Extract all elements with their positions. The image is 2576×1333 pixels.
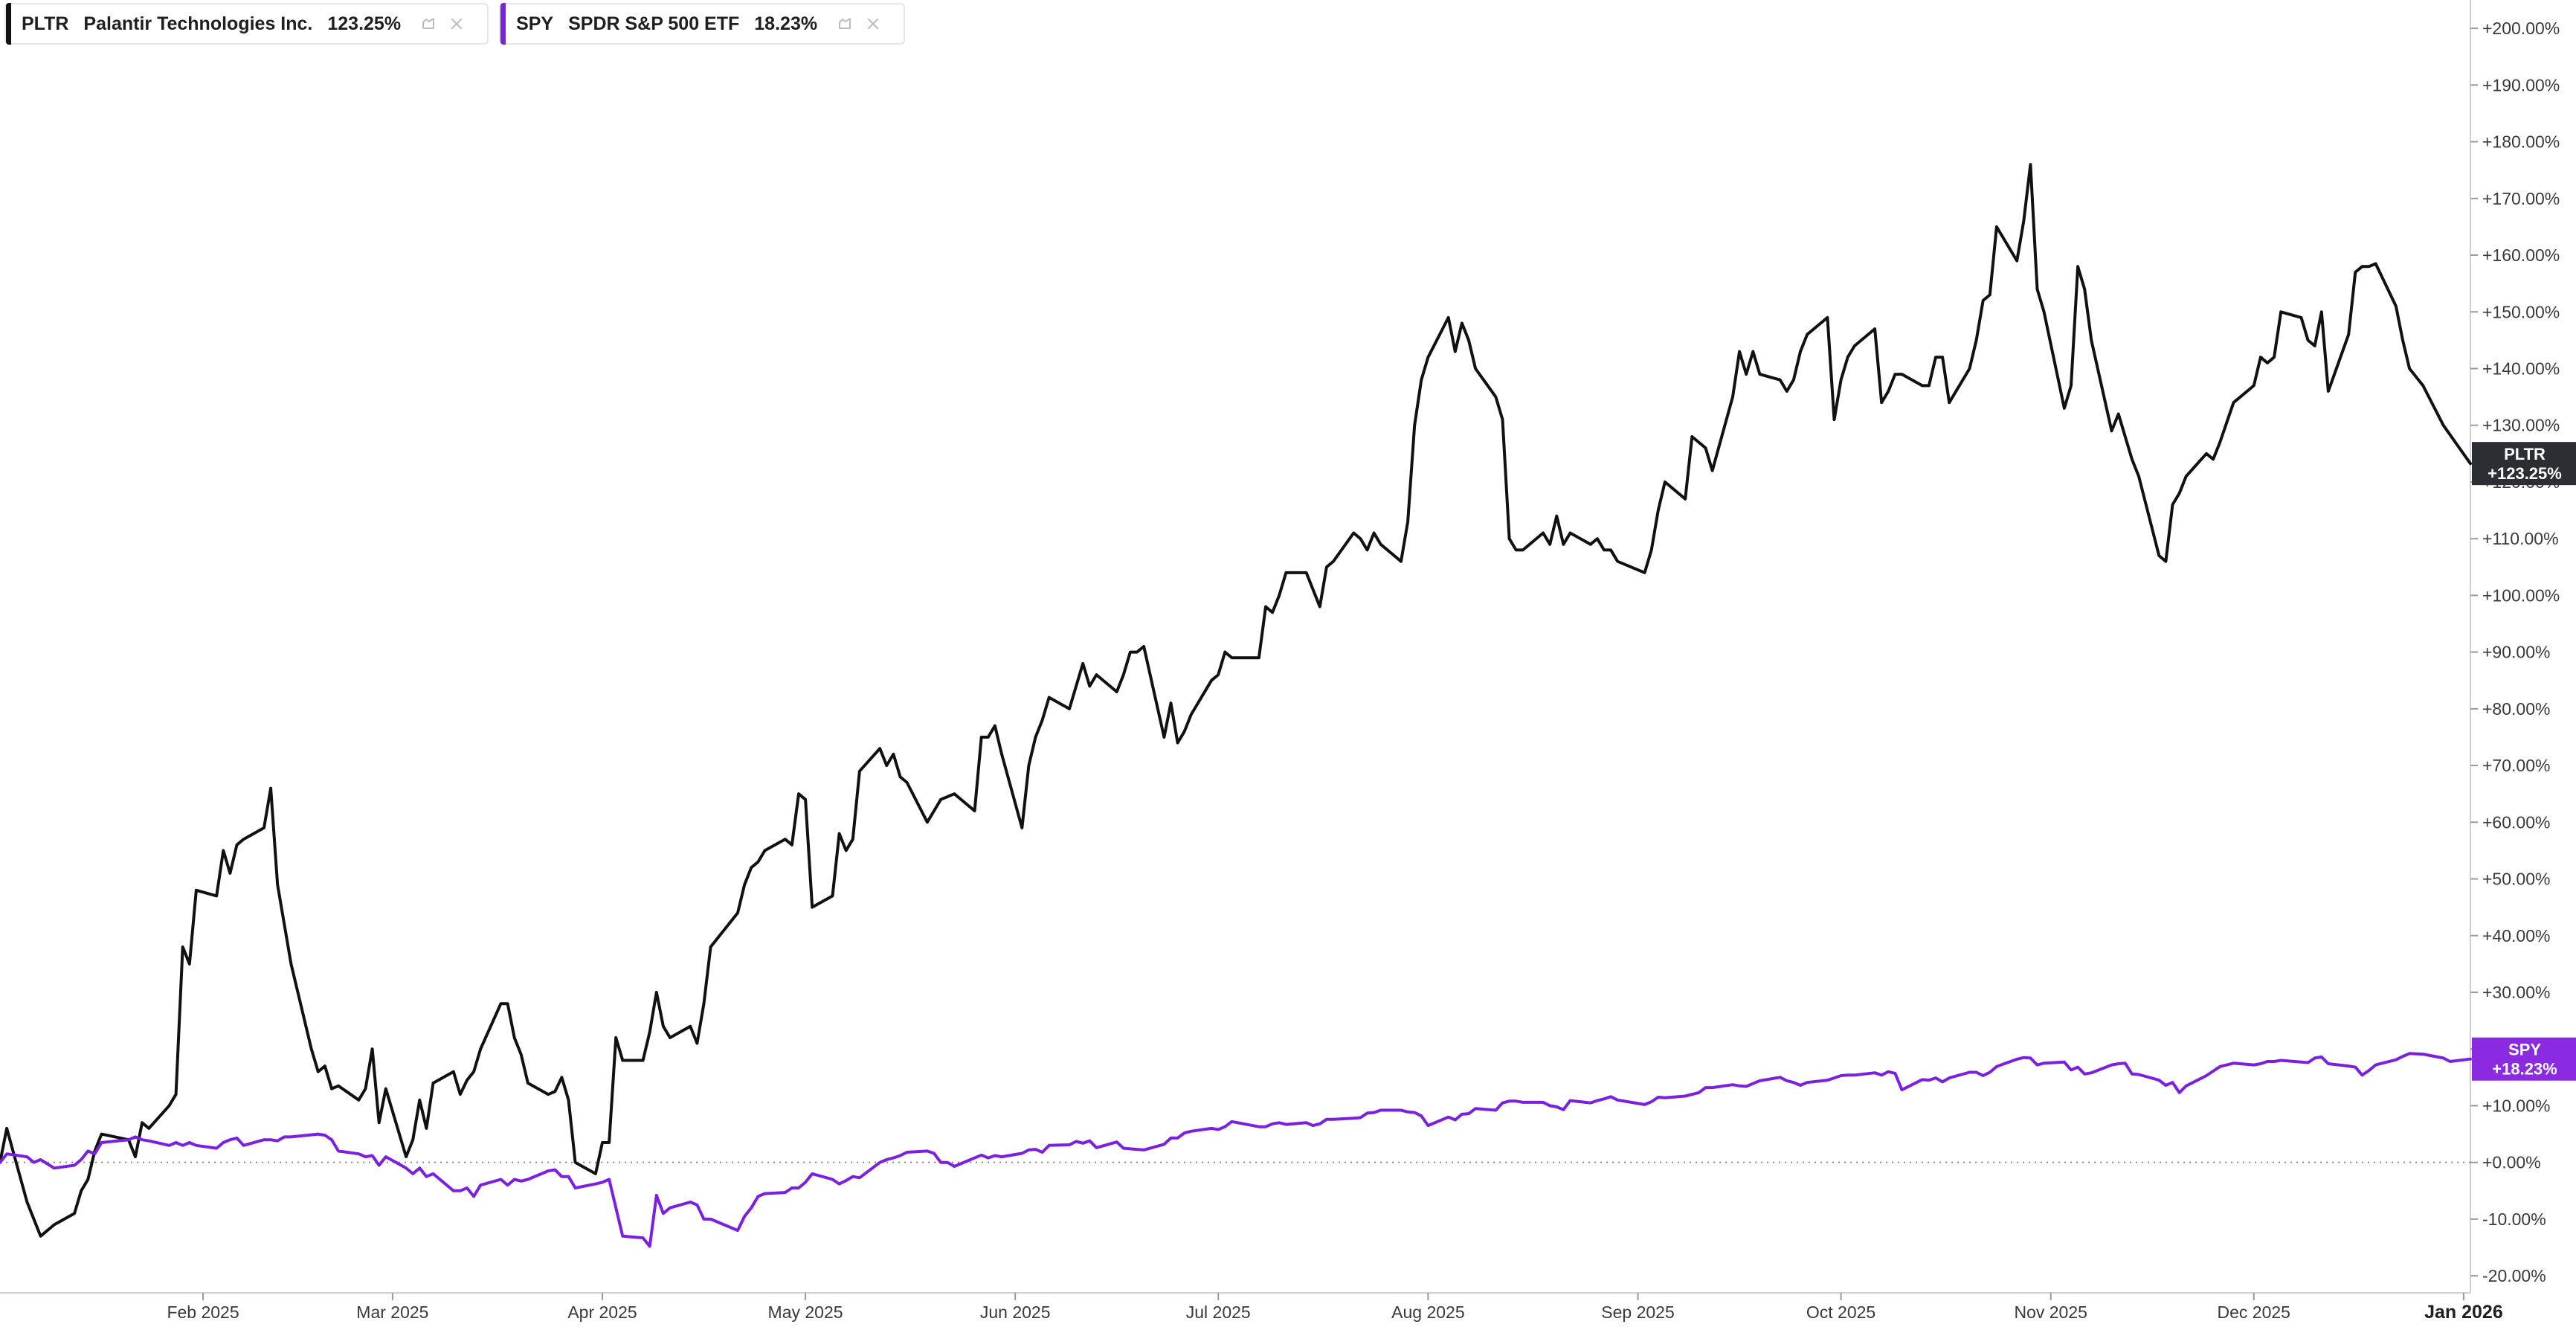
y-tick-label: +80.00%: [2482, 699, 2550, 719]
legend-symbol: PLTR: [22, 13, 69, 34]
legend-symbol: SPY: [516, 13, 554, 34]
legend-item-spy[interactable]: SPY SPDR S&P 500 ETF 18.23%: [499, 3, 906, 45]
y-tick-label: +50.00%: [2482, 870, 2550, 889]
y-tick-label: -10.00%: [2482, 1210, 2546, 1229]
legend-company-name: Palantir Technologies Inc.: [83, 13, 313, 34]
x-tick-label: Mar 2025: [356, 1303, 428, 1322]
y-tick-label: +130.00%: [2482, 416, 2560, 435]
close-icon[interactable]: [863, 14, 883, 33]
y-tick-label: +200.00%: [2482, 19, 2560, 38]
y-tick-label: +90.00%: [2482, 643, 2550, 662]
x-tick-label: Aug 2025: [1391, 1303, 1464, 1322]
compare-icon[interactable]: [419, 14, 438, 33]
y-tick-label: +110.00%: [2482, 529, 2559, 548]
x-tick-label: Nov 2025: [2014, 1303, 2087, 1322]
y-tick-label: +60.00%: [2482, 812, 2550, 832]
y-tick-label: +170.00%: [2482, 189, 2560, 208]
y-tick-label: +140.00%: [2482, 359, 2560, 378]
x-tick-label: Jun 2025: [980, 1303, 1051, 1322]
y-tick-label: +180.00%: [2482, 132, 2560, 152]
end-label-symbol: PLTR: [2504, 445, 2546, 463]
end-label-value: +123.25%: [2488, 464, 2562, 483]
legend-item-pltr[interactable]: PLTR Palantir Technologies Inc. 123.25%: [4, 3, 489, 45]
x-tick-label: Dec 2025: [2218, 1303, 2290, 1322]
legend-swatch-spy: [500, 3, 506, 45]
legend-change: 123.25%: [327, 13, 402, 34]
y-tick-label: +100.00%: [2482, 585, 2560, 605]
x-tick-label: Apr 2025: [567, 1303, 637, 1322]
x-tick-label: Jan 2026: [2424, 1302, 2503, 1323]
y-tick-label: +190.00%: [2482, 75, 2560, 94]
x-tick-label: Sep 2025: [1601, 1303, 1674, 1322]
end-label-badge-pltr: [2472, 442, 2576, 486]
y-tick-label: +30.00%: [2482, 983, 2550, 1002]
x-tick-label: Jul 2025: [1186, 1303, 1251, 1322]
series-line-spy: [0, 1052, 2472, 1248]
close-icon[interactable]: [447, 14, 466, 33]
y-tick-label: +160.00%: [2482, 245, 2560, 265]
end-label-badge-spy: [2472, 1037, 2576, 1081]
y-tick-label: +150.00%: [2482, 302, 2560, 321]
y-tick-label: -20.00%: [2482, 1266, 2546, 1285]
y-tick-label: +10.00%: [2482, 1096, 2550, 1115]
end-label-value: +18.23%: [2492, 1060, 2557, 1079]
y-tick-label: +40.00%: [2482, 926, 2550, 945]
series-line-pltr: [0, 163, 2472, 1238]
y-tick-label: +0.00%: [2482, 1153, 2541, 1172]
compare-icon[interactable]: [835, 14, 854, 33]
x-tick-label: Oct 2025: [1806, 1303, 1875, 1322]
legend-company-name: SPDR S&P 500 ETF: [568, 13, 740, 34]
x-tick-label: May 2025: [768, 1303, 843, 1322]
x-tick-label: Feb 2025: [167, 1303, 239, 1322]
y-tick-label: +70.00%: [2482, 756, 2550, 775]
legend: PLTR Palantir Technologies Inc. 123.25% …: [4, 3, 906, 45]
end-label-symbol: SPY: [2508, 1041, 2541, 1059]
legend-change: 18.23%: [754, 13, 818, 34]
legend-swatch-pltr: [6, 3, 11, 45]
